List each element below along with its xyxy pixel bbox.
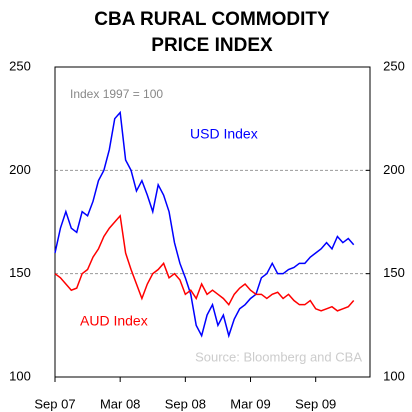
series-label: USD Index xyxy=(190,126,258,142)
y2-tick-label: 150 xyxy=(383,265,405,280)
y-tick-label: 250 xyxy=(9,58,31,73)
x-tick-label: Sep 08 xyxy=(165,396,206,411)
y2-tick-label: 100 xyxy=(383,368,405,383)
chart-title: CBA RURAL COMMODITY xyxy=(94,9,330,30)
x-tick-label: Mar 08 xyxy=(100,396,140,411)
y2-tick-label: 250 xyxy=(383,58,405,73)
x-tick-label: Sep 07 xyxy=(34,396,75,411)
x-tick-label: Sep 09 xyxy=(295,396,336,411)
y-tick-label: 200 xyxy=(9,162,31,177)
series-label: AUD Index xyxy=(80,313,148,329)
x-tick-label: Mar 09 xyxy=(230,396,270,411)
annotation: Index 1997 = 100 xyxy=(70,87,163,101)
annotation: Source: Bloomberg and CBA xyxy=(195,349,362,364)
line-series xyxy=(54,110,355,339)
line-series xyxy=(54,214,355,312)
y2-tick-label: 200 xyxy=(383,162,405,177)
plot-frame xyxy=(54,66,371,378)
chart-title: PRICE INDEX xyxy=(151,35,273,56)
y-tick-label: 100 xyxy=(9,368,31,383)
y-tick-label: 150 xyxy=(9,265,31,280)
